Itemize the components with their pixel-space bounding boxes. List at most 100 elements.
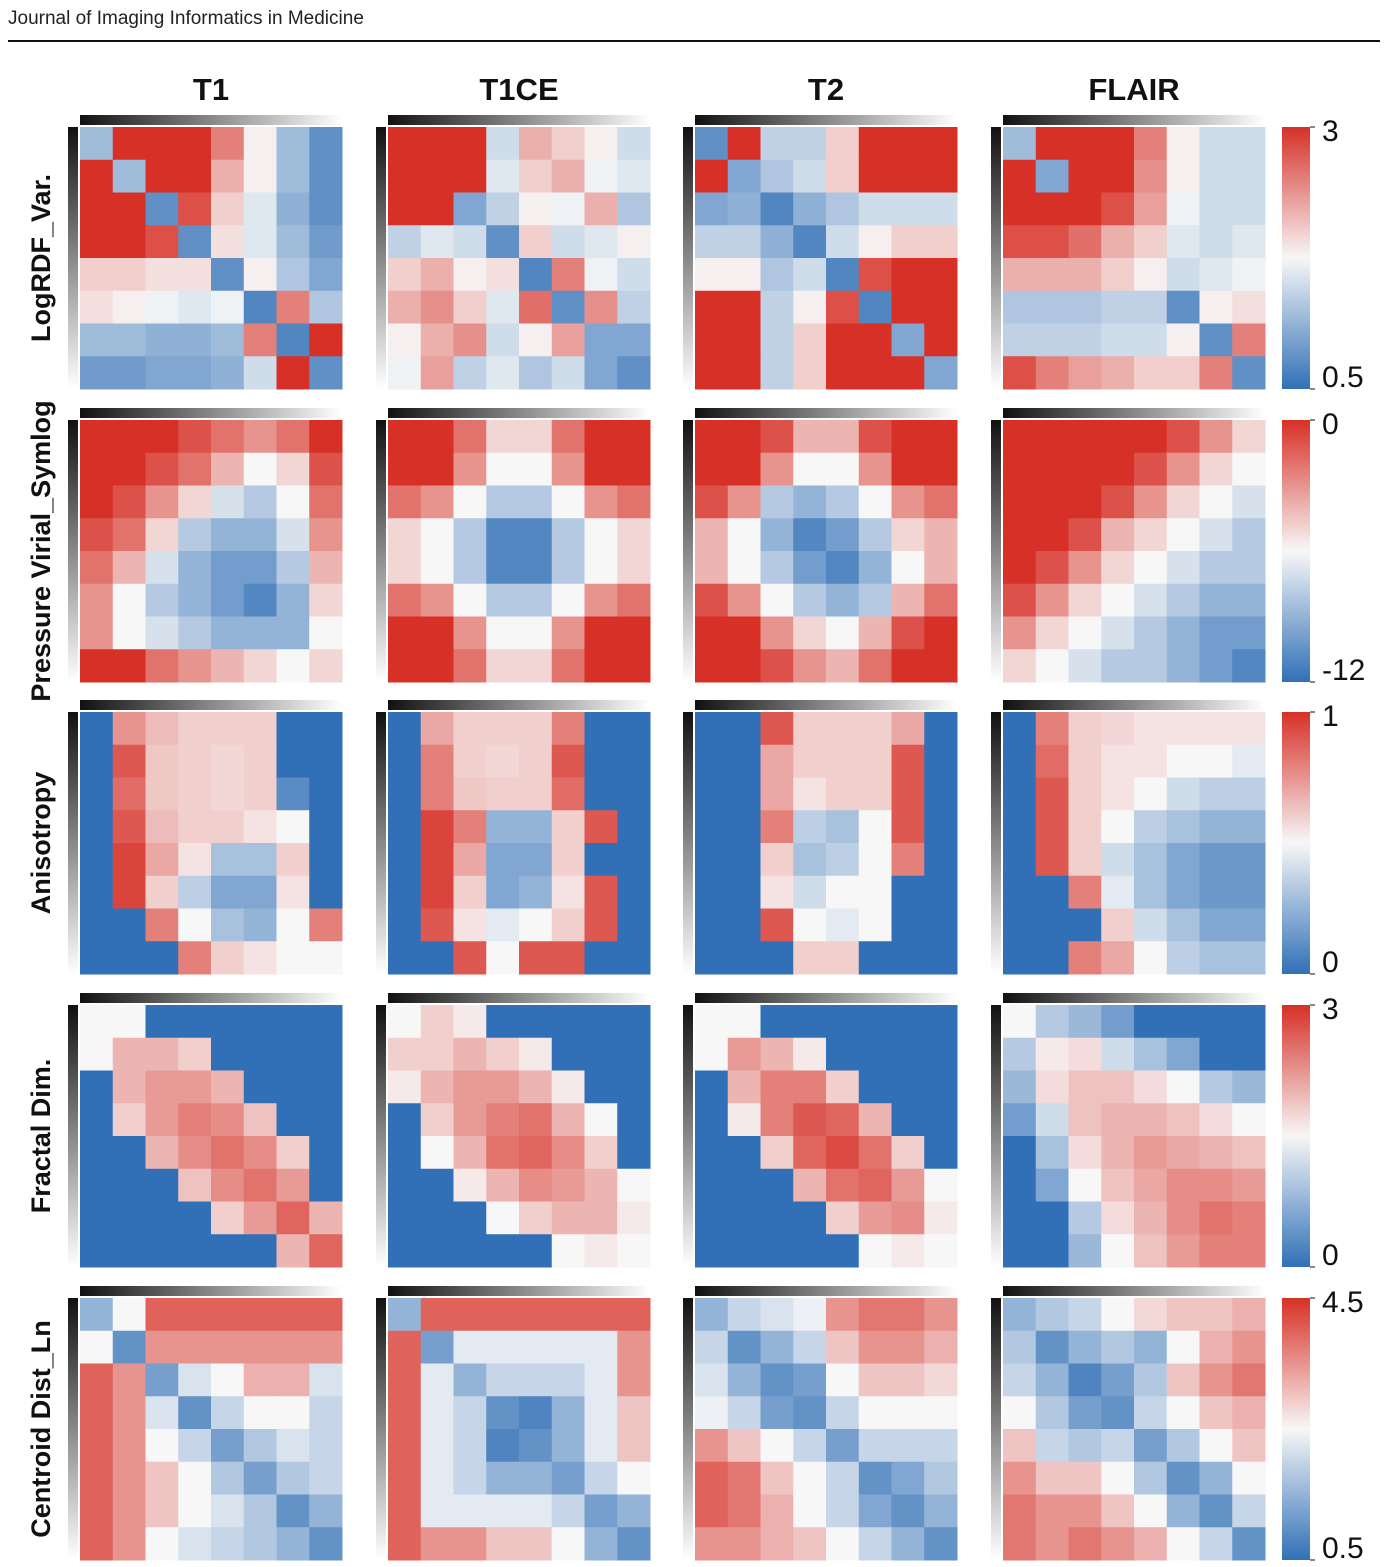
heatmap-cell [145, 1103, 179, 1137]
heatmap-cell [1101, 616, 1135, 650]
heatmap-cell [924, 1429, 958, 1463]
heatmap-cell [178, 908, 212, 942]
heatmap-cell [486, 518, 520, 552]
heatmap-cell [309, 1103, 343, 1137]
heatmap-cell [112, 712, 146, 746]
heatmap-cell [584, 1396, 618, 1430]
heatmap-cell [793, 1396, 827, 1430]
heatmap-cell [420, 1429, 454, 1463]
heatmap-cell [211, 1168, 245, 1202]
heatmap-cell [1003, 744, 1037, 778]
heatmap-cell [486, 258, 520, 292]
heatmap-cell [80, 1527, 114, 1561]
heatmap-cell [617, 1037, 651, 1071]
heatmap-cell [453, 485, 487, 519]
heatmap-cell [1232, 1494, 1266, 1528]
heatmap-cell [453, 1070, 487, 1104]
heatmap-cell [858, 258, 892, 292]
heatmap-cell [1101, 551, 1135, 585]
heatmap-cell [276, 452, 310, 486]
heatmap-cell [453, 290, 487, 324]
heatmap-cell [309, 290, 343, 324]
heatmap-cell [1035, 777, 1069, 811]
heatmap-cell [80, 192, 114, 226]
row-label: Centroid Dist_Ln [26, 1320, 56, 1538]
heatmap-cell [309, 777, 343, 811]
heatmap-cell [243, 908, 277, 942]
heatmap-cell [519, 1363, 553, 1397]
heatmap-cell [80, 583, 114, 617]
heatmap-cell [1199, 744, 1233, 778]
heatmap-cell [924, 452, 958, 486]
heatmap-cell [178, 1429, 212, 1463]
column-title: FLAIR [1088, 72, 1179, 107]
heatmap-cell [760, 1527, 794, 1561]
heatmap-cell [453, 777, 487, 811]
heatmap-cell [519, 551, 553, 585]
heatmap-cell [858, 777, 892, 811]
heatmap-cell [486, 712, 520, 746]
heatmap-cell [793, 1103, 827, 1137]
heatmap-cell [551, 290, 585, 324]
heatmap-cell [858, 1168, 892, 1202]
heatmap-cell [309, 1494, 343, 1528]
heatmap-cell [617, 420, 651, 454]
heatmap-cell [112, 777, 146, 811]
heatmap-cell [695, 1234, 729, 1268]
heatmap-cell [617, 1103, 651, 1137]
heatmap-cell [178, 744, 212, 778]
colorbar-tick-label: 3 [1322, 993, 1339, 1026]
heatmap-cell [453, 712, 487, 746]
heatmap-cell [760, 1005, 794, 1039]
heatmap-cell [1199, 192, 1233, 226]
heatmap-cell [695, 127, 729, 161]
heatmap-cell [211, 1461, 245, 1495]
heatmap-cell [727, 1168, 761, 1202]
heatmap-cell [727, 1363, 761, 1397]
heatmap-cell [1134, 1168, 1168, 1202]
heatmap-cell [243, 1494, 277, 1528]
heatmap-cell [1232, 127, 1266, 161]
heatmap-cell [760, 843, 794, 877]
heatmap-cell [276, 649, 310, 683]
heatmap-cell [551, 616, 585, 650]
heatmap-cell [617, 356, 651, 390]
heatmap-cell [1068, 843, 1102, 877]
heatmap-cell [617, 875, 651, 909]
heatmap-cell [617, 1136, 651, 1170]
heatmap-cell [112, 1363, 146, 1397]
heatmap-cell [145, 551, 179, 585]
heatmap-cell [826, 420, 860, 454]
heatmap-cell [243, 551, 277, 585]
heatmap-cell [1134, 616, 1168, 650]
heatmap-cell [519, 941, 553, 975]
heatmap-cell [178, 1298, 212, 1332]
heatmap-cell [924, 712, 958, 746]
heatmap-cell [760, 1363, 794, 1397]
heatmap-cell [891, 1494, 925, 1528]
colorbar [1282, 712, 1310, 974]
heatmap-cell [1035, 583, 1069, 617]
heatmap-cell [793, 1168, 827, 1202]
order-bar-top [80, 993, 342, 1003]
row-label: Pressure Virial_Symlog [26, 400, 56, 701]
heatmap-cell [760, 323, 794, 357]
heatmap-cell [519, 1103, 553, 1137]
heatmap-cell [211, 258, 245, 292]
heatmap-cell [551, 1527, 585, 1561]
heatmap-cell [211, 1103, 245, 1137]
heatmap-cell [1232, 1298, 1266, 1332]
heatmap-cell [276, 1461, 310, 1495]
order-bar-top [695, 993, 957, 1003]
heatmap-cell [826, 551, 860, 585]
heatmap-cell [486, 1330, 520, 1364]
heatmap-cell [211, 1330, 245, 1364]
order-bar-left [68, 1005, 78, 1267]
heatmap-cell [1166, 649, 1200, 683]
heatmap-cell [486, 843, 520, 877]
heatmap-cell [858, 712, 892, 746]
heatmap-cell [924, 225, 958, 259]
heatmap-cell [486, 323, 520, 357]
colorbar-tick-label: 0.5 [1322, 361, 1364, 394]
heatmap-cell [145, 1005, 179, 1039]
